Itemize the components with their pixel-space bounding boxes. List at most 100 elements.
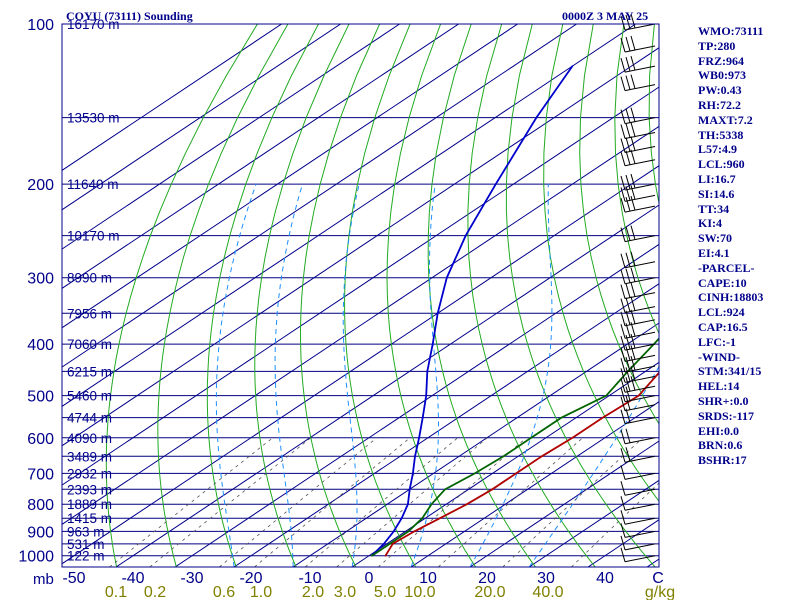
wind-barb-flag: [630, 13, 636, 29]
wind-barb-flag: [625, 283, 631, 298]
temperature-tick-label: -10: [298, 570, 321, 587]
index-entry: WMO:73111: [698, 24, 764, 38]
wind-barb-flag: [625, 346, 631, 361]
mixing-ratio-line: [254, 437, 411, 567]
mixing-ratio-label: 20.0: [474, 584, 505, 600]
wind-barb: [620, 107, 656, 125]
index-entry: HEL:14: [698, 379, 740, 394]
wind-barb-flag: [625, 268, 631, 283]
moist-adiabat: [274, 183, 303, 567]
wind-barb-flag: [620, 269, 626, 284]
dry-adiabat: [105, 24, 258, 567]
dewpoint-profile-point: [388, 543, 391, 545]
parcel-profile-point: [400, 517, 403, 519]
mixing-ratio-line: [438, 437, 583, 567]
index-entry: CAP:16.5: [698, 319, 748, 334]
wind-barb: [620, 149, 656, 167]
wind-barb-flag: [620, 409, 626, 424]
isotherm: [62, 165, 659, 565]
isotherm: [62, 86, 659, 486]
mixing-ratio-line: [219, 437, 378, 567]
wind-barb-flag: [620, 368, 626, 383]
temperature-profile-point: [660, 371, 662, 373]
wind-barbs: [620, 13, 656, 563]
index-entry: BRN:0.6: [698, 438, 743, 453]
mixing-ratio-label: 1.0: [250, 584, 272, 600]
wind-barb: [620, 408, 656, 425]
dewpoint-profile-point: [765, 261, 767, 263]
parcel-profile-point: [535, 116, 538, 119]
wind-barb-flag: [620, 151, 626, 166]
index-entry: EHI:0.0: [698, 423, 740, 438]
wind-barb-flag: [630, 225, 636, 240]
wind-barb-flag: [630, 74, 636, 89]
index-entry: MAXT:7.2: [698, 112, 753, 127]
height-label: 963 m: [67, 524, 105, 539]
index-entry: TP:280: [698, 38, 736, 53]
parcel-profile-point: [408, 488, 411, 491]
gkg-label: g/kg: [645, 584, 675, 600]
index-entry: -WIND-: [698, 349, 740, 364]
wind-barb-flag: [620, 481, 626, 496]
index-entry: SRDS:-117: [698, 408, 755, 423]
wind-barb: [620, 173, 656, 191]
pressure-label: 500: [27, 389, 54, 406]
wind-barb-flag: [630, 107, 636, 122]
height-label: 1889 m: [67, 497, 112, 512]
temperature-tick-label: -20: [239, 570, 262, 587]
pressure-label: 700: [27, 466, 54, 483]
height-label: 1415 m: [67, 511, 112, 526]
wind-barb-flag: [620, 347, 626, 362]
isotherm: [62, 24, 518, 329]
wind-barb-flag: [630, 376, 636, 391]
wind-barb: [620, 481, 656, 496]
parcel-profile-point: [571, 65, 574, 67]
parcel-profile-point: [426, 370, 429, 373]
wind-barb-flag: [620, 378, 626, 393]
isotherm: [62, 24, 400, 250]
temperature-profile-point: [571, 437, 574, 439]
wind-barb: [620, 13, 656, 31]
wind-barb-flag: [620, 324, 626, 339]
temperature-profile-point: [439, 517, 441, 519]
height-label: 13530 m: [67, 111, 120, 126]
wind-barb-flag: [625, 186, 631, 201]
wind-barb: [620, 136, 656, 154]
wind-barb-staff: [624, 543, 656, 551]
wind-barb-flag: [630, 136, 636, 151]
isotherm: [115, 204, 659, 567]
height-label: 2932 m: [67, 466, 112, 481]
mixing-ratio-line: [149, 437, 312, 567]
wind-barb-flag: [630, 122, 636, 137]
isotherm: [62, 24, 577, 368]
wind-barb-flag: [625, 447, 631, 462]
wind-barb-flag: [620, 298, 626, 313]
dry-adiabat: [579, 24, 659, 425]
index-entry: FRZ:964: [698, 53, 744, 68]
index-entry: KI:4: [698, 216, 722, 231]
wind-barb: [620, 376, 656, 393]
wind-barb-flag: [625, 367, 631, 382]
wind-barb: [620, 395, 656, 412]
wind-barb: [620, 523, 656, 538]
temperature-tick-label: -30: [180, 570, 203, 587]
wind-barb-flag: [625, 297, 631, 312]
wind-barb-flag: [625, 14, 631, 30]
height-label: 4090 m: [67, 431, 112, 446]
wind-barb: [620, 74, 656, 92]
wind-barb-flag: [625, 123, 631, 138]
temperature-tick-label: 20: [478, 570, 496, 587]
wind-barb-flag: [630, 35, 636, 51]
index-entry: SHR+:0.0: [698, 393, 749, 408]
wind-barb-flag: [625, 386, 631, 401]
height-label: 11640 m: [67, 177, 119, 192]
dry-adiabat: [299, 24, 381, 567]
index-entry: TT:34: [698, 201, 730, 216]
dry-adiabat: [254, 24, 350, 567]
height-label: 5460 m: [67, 389, 112, 404]
wind-barb-flag: [625, 226, 631, 241]
dewpoint-profile-point: [371, 554, 373, 557]
temperature-profile-point: [541, 455, 543, 458]
dewpoint-profile-point: [407, 530, 410, 533]
temperature-tick-label: 0: [365, 570, 374, 587]
